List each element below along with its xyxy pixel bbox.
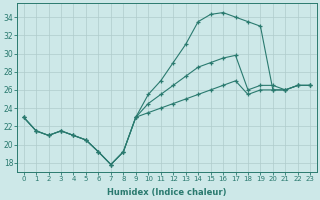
X-axis label: Humidex (Indice chaleur): Humidex (Indice chaleur) bbox=[107, 188, 227, 197]
